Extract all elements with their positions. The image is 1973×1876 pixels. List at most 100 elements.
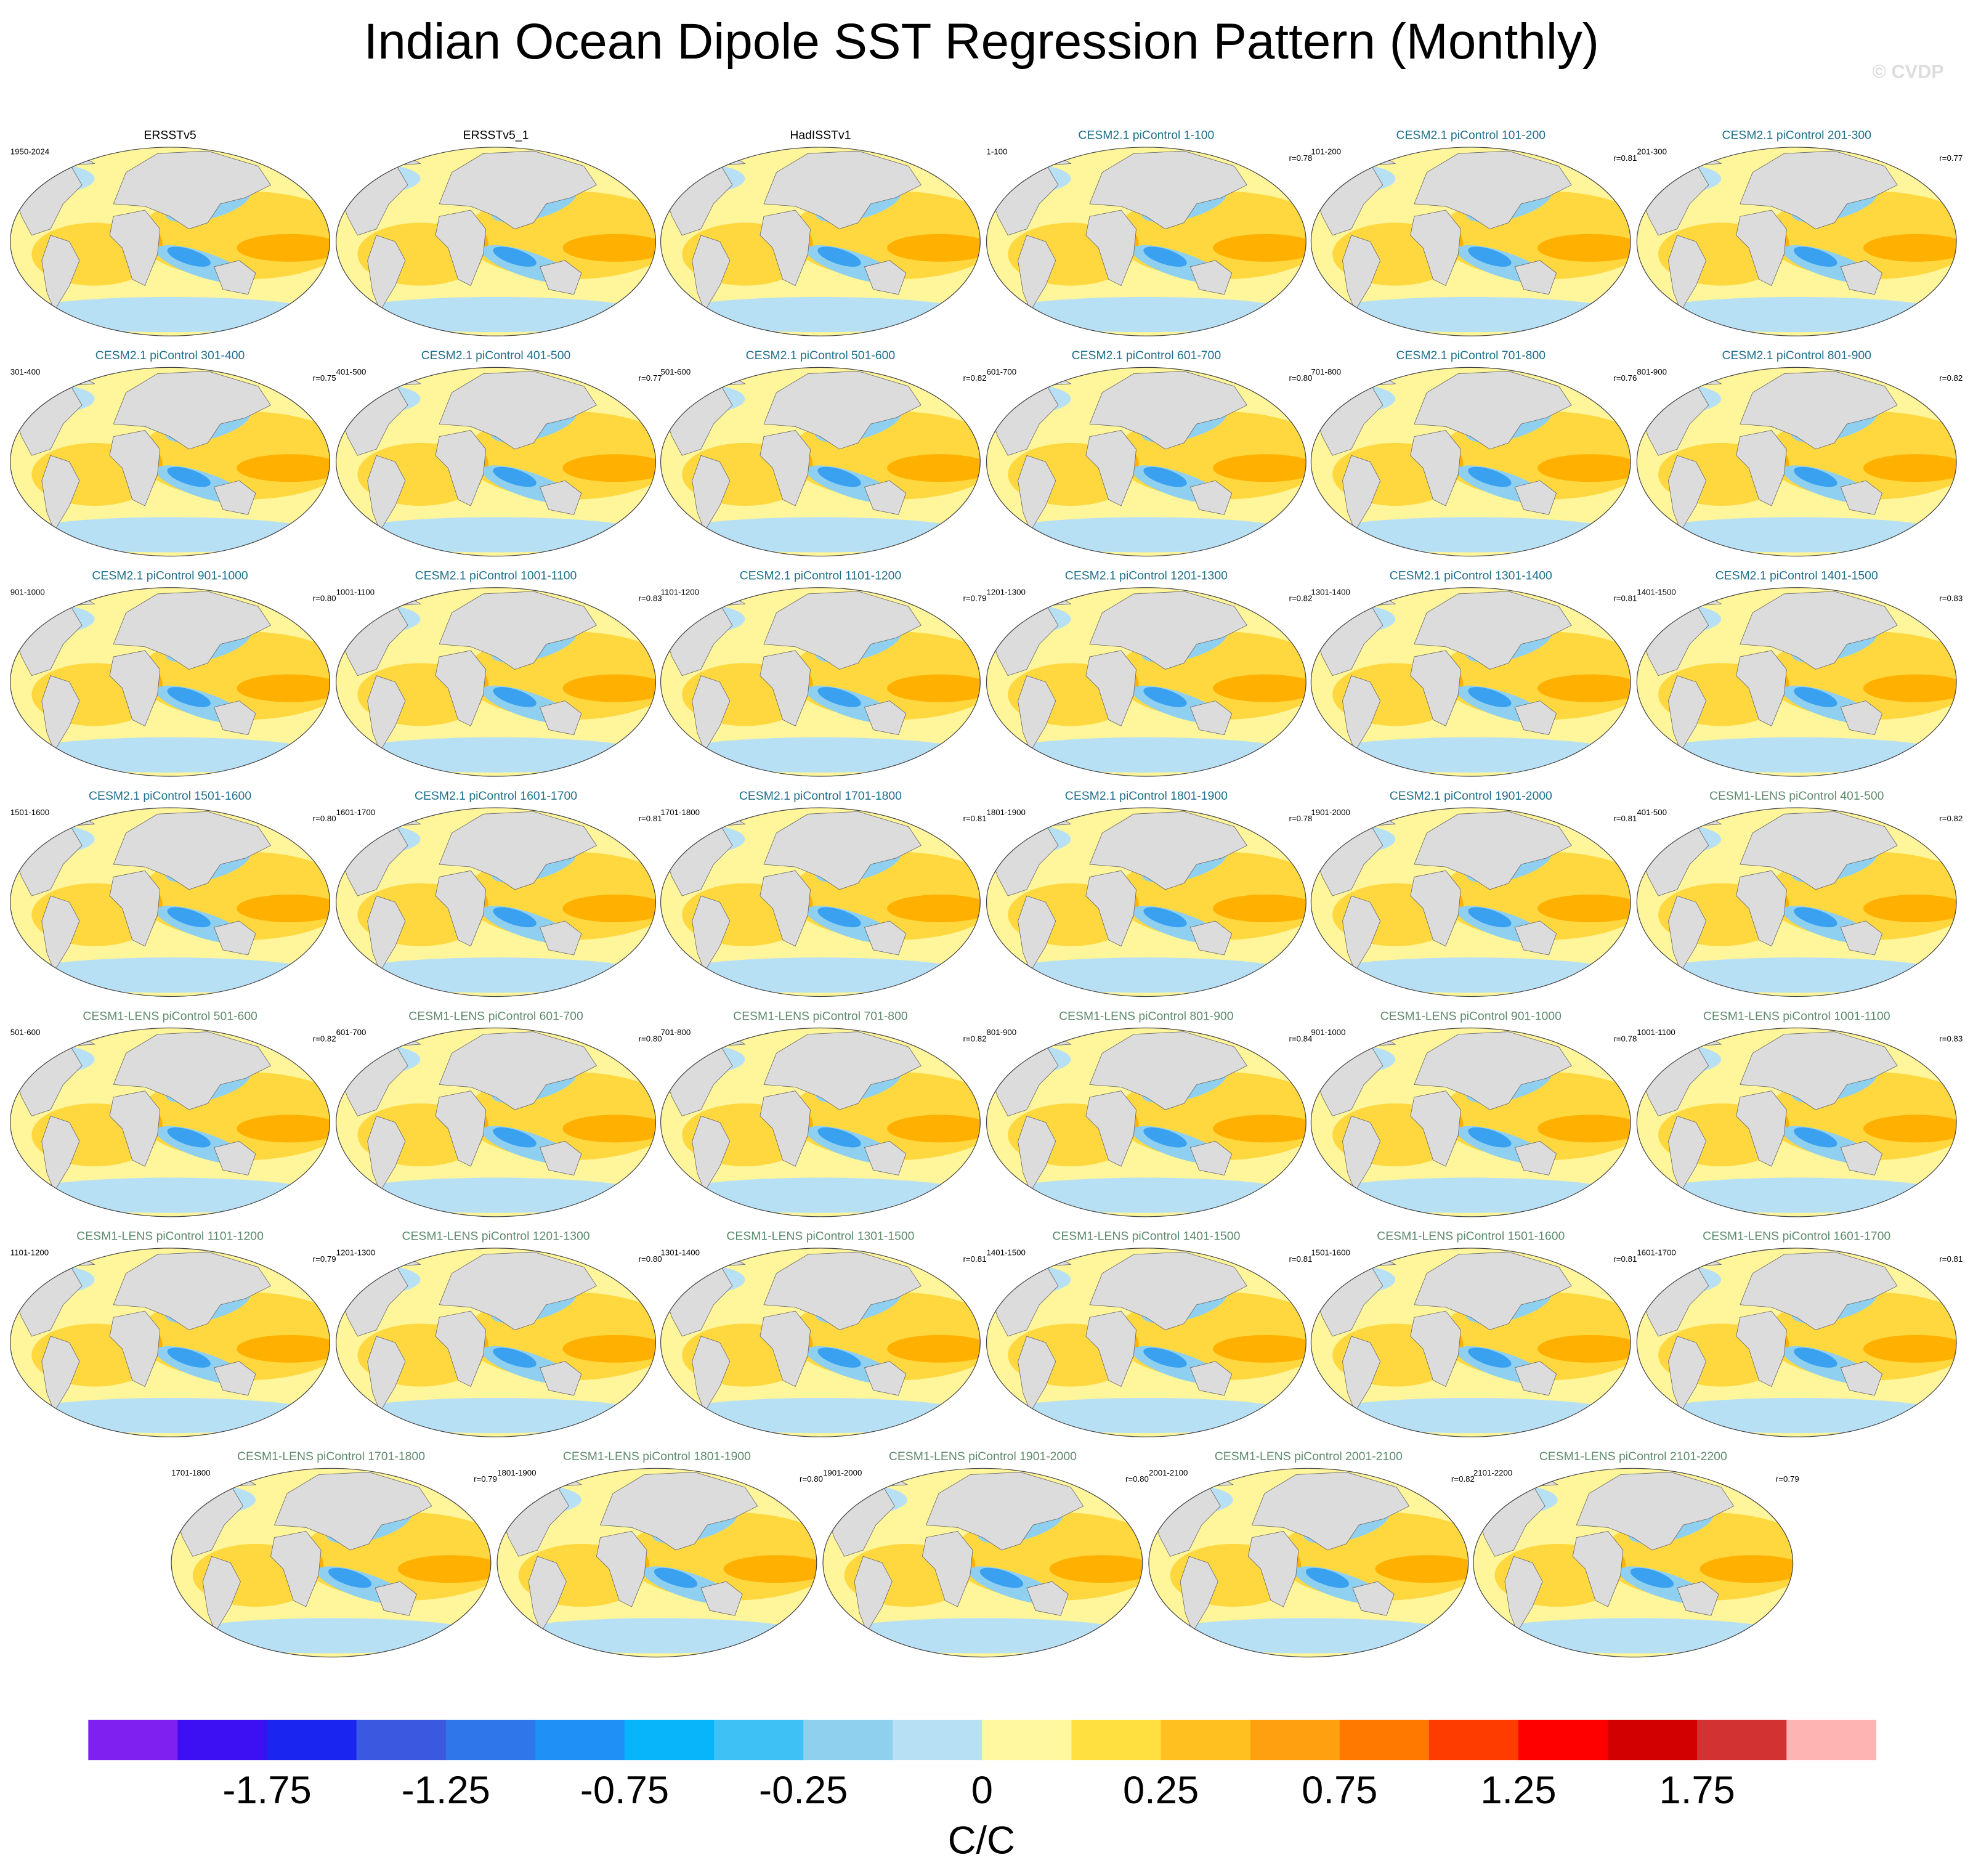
panel-r: r=0.81 xyxy=(1613,1254,1637,1264)
panel-period: 901-1000 xyxy=(1311,1028,1345,1037)
panel-title: CESM2.1 piControl 501-600 xyxy=(746,349,896,362)
map-panel: CESM1-LENS piControl 1101-1200 1101-1200 r… xyxy=(0,1230,352,1444)
map-panel: CESM2.1 piControl 1901-2000 1901-2000 r=0.… xyxy=(1295,789,1653,1003)
panel-period: 701-800 xyxy=(661,1028,691,1037)
colorbar-box xyxy=(356,1720,447,1761)
map xyxy=(0,141,352,343)
map-panel: HadISSTv1 xyxy=(644,129,1003,343)
panel-period: 401-500 xyxy=(1637,808,1667,817)
panel-r: r=0.78 xyxy=(1613,1034,1637,1043)
map-panel: CESM1-LENS piControl 2001-2100 2001-2100 r… xyxy=(1132,1450,1491,1663)
panel-period: 1501-1600 xyxy=(1311,1248,1350,1257)
panel-title: CESM2.1 piControl 801-900 xyxy=(1722,349,1871,362)
panel-r: r=0.76 xyxy=(1613,373,1637,383)
panel-title: CESM1-LENS piControl 1601-1700 xyxy=(1703,1230,1890,1243)
panel-r: r=0.80 xyxy=(1125,1474,1149,1484)
map-panel: CESM2.1 piControl 1801-1900 1801-1900 r=0.… xyxy=(970,789,1329,1003)
map-panel: CESM1-LENS piControl 1701-1800 1701-1800 r… xyxy=(155,1450,514,1663)
panel-r: r=0.81 xyxy=(963,1254,987,1264)
panel-period: 601-700 xyxy=(986,367,1016,376)
map xyxy=(970,1242,1329,1444)
map xyxy=(806,1462,1165,1663)
colorbar-box xyxy=(1250,1720,1340,1761)
colorbar-box xyxy=(982,1720,1072,1761)
map xyxy=(1621,1242,1973,1444)
map-panel: CESM1-LENS piControl 1301-1500 1301-1400 r… xyxy=(644,1230,1003,1444)
colorbar-box xyxy=(535,1720,625,1761)
map xyxy=(1457,1462,1815,1663)
map xyxy=(0,802,352,1003)
panel-period: 1701-1800 xyxy=(661,808,700,817)
map xyxy=(970,141,1329,343)
map xyxy=(644,802,1003,1003)
map xyxy=(1621,802,1973,1003)
panel-title: CESM1-LENS piControl 1101-1200 xyxy=(76,1230,264,1243)
panel-r: r=0.81 xyxy=(639,814,662,823)
panel-r: r=0.80 xyxy=(313,594,336,603)
panel-r: r=0.82 xyxy=(1451,1474,1475,1484)
panel-title: CESM1-LENS piControl 1901-2000 xyxy=(889,1450,1077,1463)
map xyxy=(1295,802,1653,1003)
map-panel: CESM1-LENS piControl 1201-1300 1201-1300 r… xyxy=(320,1230,678,1444)
panel-title: ERSSTv5 xyxy=(144,129,196,142)
panel-period: 2101-2200 xyxy=(1473,1468,1512,1477)
panel-r: r=0.81 xyxy=(1613,594,1637,603)
panel-title: CESM1-LENS piControl 2101-2200 xyxy=(1539,1450,1727,1463)
panel-title: CESM1-LENS piControl 1501-1600 xyxy=(1377,1230,1565,1243)
panel-title: CESM2.1 piControl 1401-1500 xyxy=(1716,569,1878,582)
panel-r: r=0.80 xyxy=(639,1254,662,1264)
panel-title: HadISSTv1 xyxy=(790,129,851,142)
map xyxy=(1621,361,1973,562)
map-panel: CESM1-LENS piControl 701-800 701-800 r=0.8… xyxy=(644,1009,1003,1223)
panel-r: r=0.84 xyxy=(1289,1034,1312,1043)
panel-period: 1601-1700 xyxy=(336,808,375,817)
map xyxy=(1132,1462,1491,1663)
panel-title: CESM1-LENS piControl 1401-1500 xyxy=(1052,1230,1240,1243)
map-panel: CESM2.1 piControl 901-1000 901-1000 r=0.80 xyxy=(0,569,352,782)
panel-title: CESM1-LENS piControl 501-600 xyxy=(83,1009,257,1023)
panel-title: CESM2.1 piControl 1501-1600 xyxy=(89,789,251,803)
panel-r: r=0.78 xyxy=(1289,814,1312,823)
panel-title: CESM2.1 piControl 1701-1800 xyxy=(739,789,902,803)
map-panel: CESM1-LENS piControl 1401-1500 1401-1500 r… xyxy=(970,1230,1329,1444)
colorbar-box xyxy=(1428,1720,1519,1761)
map xyxy=(1621,582,1973,783)
panel-r: r=0.78 xyxy=(1289,153,1312,163)
colorbar-box xyxy=(1339,1720,1430,1761)
panel-period: 1801-1900 xyxy=(986,808,1025,817)
map xyxy=(644,1242,1003,1444)
panel-title: CESM2.1 piControl 1-100 xyxy=(1078,129,1214,142)
panel-period: 1401-1500 xyxy=(1637,587,1675,596)
colorbar-tick-label: -0.25 xyxy=(759,1769,848,1812)
map-panel: CESM1-LENS piControl 1601-1700 1601-1700 r… xyxy=(1621,1230,1973,1444)
map-panel: CESM2.1 piControl 1701-1800 1701-1800 r=0.… xyxy=(644,789,1003,1003)
panel-period: 301-400 xyxy=(10,367,41,376)
colorbar-box xyxy=(1608,1720,1698,1761)
map-panel: CESM1-LENS piControl 1501-1600 1501-1600 r… xyxy=(1295,1230,1653,1444)
map xyxy=(320,802,678,1003)
colorbar-label: C/C xyxy=(948,1819,1015,1862)
panel-period: 901-1000 xyxy=(10,587,45,596)
map-panel: CESM1-LENS piControl 2101-2200 2101-2200 r… xyxy=(1457,1450,1815,1663)
map-panel: CESM1-LENS piControl 901-1000 901-1000 r=0… xyxy=(1295,1009,1653,1223)
panel-title: CESM2.1 piControl 901-1000 xyxy=(92,569,248,582)
panel-r: r=0.80 xyxy=(800,1474,823,1484)
map-panel: CESM2.1 piControl 201-300 201-300 r=0.77 xyxy=(1621,129,1973,343)
panel-title: CESM2.1 piControl 1901-2000 xyxy=(1390,789,1552,803)
panel-period: 201-300 xyxy=(1637,147,1667,156)
panel-r: r=0.82 xyxy=(313,1034,336,1043)
panel-r: r=0.83 xyxy=(1939,594,1963,603)
panel-period: 1601-1700 xyxy=(1637,1248,1675,1257)
colorbar-box xyxy=(624,1720,715,1761)
panel-title: CESM2.1 piControl 301-400 xyxy=(95,349,245,362)
panel-r: r=0.83 xyxy=(1939,1034,1963,1043)
map xyxy=(320,1242,678,1444)
panel-title: ERSSTv5_1 xyxy=(463,129,529,142)
colorbar-box xyxy=(445,1720,536,1761)
map-panel: CESM2.1 piControl 601-700 601-700 r=0.80 xyxy=(970,349,1329,562)
map-panel: CESM2.1 piControl 401-500 401-500 r=0.77 xyxy=(320,349,678,562)
map-panel: CESM2.1 piControl 501-600 501-600 r=0.82 xyxy=(644,349,1003,562)
panel-period: 1950-2024 xyxy=(10,147,49,156)
